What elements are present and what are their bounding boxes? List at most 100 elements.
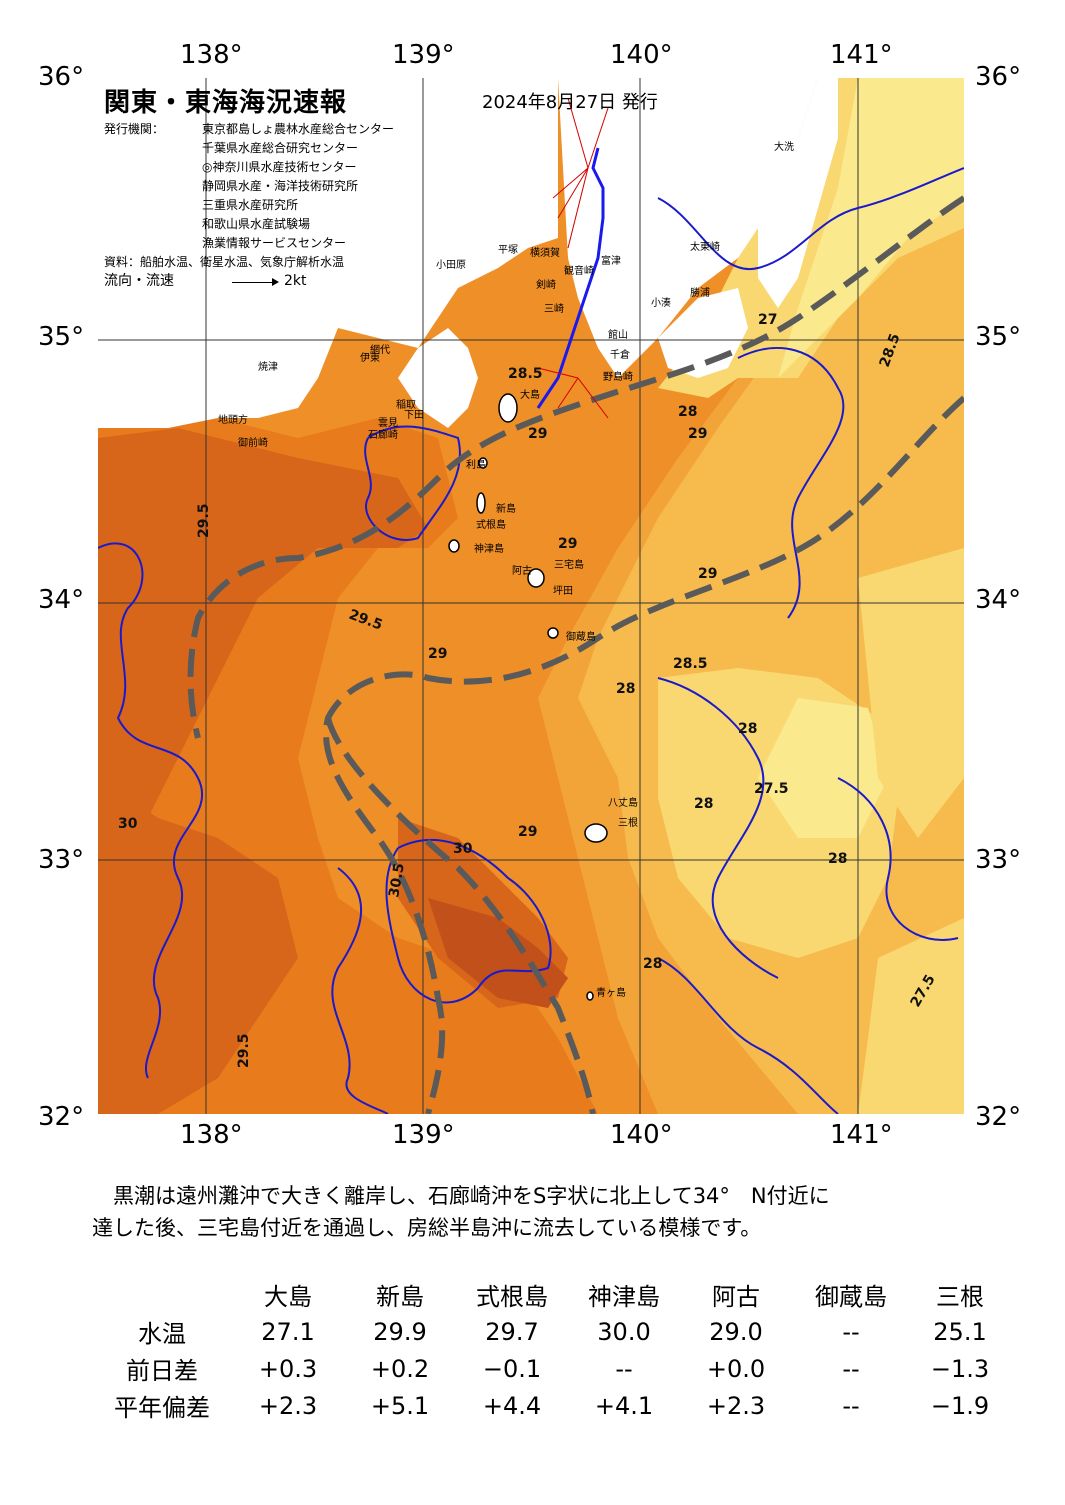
graticule [98,78,964,1114]
table-corner [92,1276,232,1313]
iso-label-29-e: 29 [698,566,717,582]
place-ito: 伊東 [360,351,380,364]
table-cell: +0.2 [370,1354,430,1383]
place-miyakejima: 三宅島 [554,558,584,571]
lon-label-141-bottom: 141° [830,1120,893,1150]
place-tsubota: 坪田 [553,584,573,597]
summary-text: 黒潮は遠州灘沖で大きく離岸し、石廊崎沖をS字状に北上して34° N付近に 達した… [92,1180,992,1244]
place-ako: 阿古 [512,564,532,577]
station-header: 御蔵島 [815,1283,887,1311]
place-aogashima: 青ヶ島 [596,986,626,999]
island-toshima [478,457,488,469]
sst-band-27-5-east [858,548,964,838]
place-irozaki: 石廊崎 [368,428,398,441]
island-miyakejima [527,568,545,588]
table-cell: −1.3 [930,1354,990,1383]
iso-label-28-5-a: 28.5 [508,366,543,382]
publisher-0: 東京都島しょ農林水産総合センター [202,122,395,136]
land-izu-peninsula [398,328,478,428]
place-nojimazaki: 野島崎 [603,370,633,383]
kuroshio-axis [187,195,964,1114]
place-misaki: 三崎 [544,302,564,315]
lon-label-138-top: 138° [180,40,243,70]
table-cell: -- [615,1354,633,1383]
sst-band-27-center [758,698,888,838]
map-title: 関東・東海海況速報 [104,88,348,118]
place-katsuura: 勝浦 [690,286,710,299]
lat-label-35-left: 35° [38,322,85,352]
data-source: 資料：船舶水温、衛星水温、気象庁解析水温 [104,255,345,269]
flow-arrowhead-icon [272,278,279,286]
table-cell: 27.1 [261,1317,315,1346]
place-futtsu: 富津 [601,254,621,267]
flow-arrow-icon [232,282,276,283]
iso-label-29-c: 29 [428,646,447,662]
lat-label-33-right: 33° [975,845,1022,875]
table-row-normal-anomaly: 平年偏差 +2.3 +5.1 +4.4 +4.1 +2.3 -- −1.9 [92,1387,1010,1424]
iso-label-30-a: 30 [453,841,473,857]
iso-label-28-e: 28 [643,956,662,972]
table-cell: 25.1 [933,1317,987,1346]
iso-label-30-5-a: 30.5 [386,862,408,899]
table-cell: +2.3 [706,1391,766,1420]
table-cell: -- [842,1391,860,1420]
iso-label-29-f: 29 [518,824,537,840]
station-header: 新島 [376,1283,424,1311]
place-kumomi: 雲見 [378,417,398,429]
place-yaizu: 焼津 [258,361,278,373]
place-taitozaki: 太東崎 [690,240,720,253]
flow-legend-label: 流向・流速 [104,273,174,289]
table-row-day-diff: 前日差 +0.3 +0.2 −0.1 -- +0.0 -- −1.3 [92,1350,1010,1387]
island-oshima [498,393,518,423]
island-hachijojima [584,823,608,843]
publisher-3: 静岡県水産・海洋技術研究所 [202,179,359,193]
table-cell: +4.4 [482,1391,542,1420]
lat-label-34-left: 34° [38,585,85,615]
publisher-2: ◎神奈川県水産技術センター [202,160,357,174]
table-cell: 29.7 [485,1317,539,1346]
iso-label-30-b: 30 [118,816,138,832]
table-cell: 29.9 [373,1317,427,1346]
table-cell: +4.1 [594,1391,654,1420]
issue-date: 2024年8月27日 発行 [482,92,658,113]
place-hachijojima: 八丈島 [608,796,638,809]
table-cell: −1.9 [930,1391,990,1420]
station-header: 神津島 [588,1283,660,1311]
place-kominato: 小湊 [651,296,671,309]
lat-label-32-left: 32° [38,1102,85,1132]
iso-label-28-f: 28 [828,851,847,867]
place-odawara: 小田原 [436,259,466,271]
lon-label-140-bottom: 140° [610,1120,673,1150]
iso-label-29-a: 29 [528,426,547,442]
ship-track [536,147,605,409]
table-cell: +0.0 [706,1354,766,1383]
sea-temperature-map: 28.5 29 28 29 27 28.5 29.5 29.5 29 29 29… [98,78,964,1114]
summary-line-2: 達した後、三宅島付近を通過し、房総半島沖に流去している模様です。 [92,1216,762,1240]
station-table: 大島 新島 式根島 神津島 阿古 御蔵島 三根 水温 27.1 29.9 29.… [92,1276,1010,1424]
place-tsurugizaki: 剣崎 [536,278,556,291]
place-tateyama: 館山 [608,328,628,341]
isotherm-label-group: 28.5 29 28 29 27 28.5 29.5 29.5 29 29 29… [118,312,939,1068]
summary-line-1: 黒潮は遠州灘沖で大きく離岸し、石廊崎沖をS字状に北上して34° N付近に [92,1184,830,1208]
table-cell: −0.1 [482,1354,542,1383]
table-cell: -- [842,1354,860,1383]
lat-label-36-right: 36° [975,62,1022,92]
place-mikurajima: 御蔵島 [566,630,596,643]
lat-label-34-right: 34° [975,585,1022,615]
table-cell: 30.0 [597,1317,651,1346]
lat-label-32-right: 32° [975,1102,1022,1132]
lon-label-139-bottom: 139° [392,1120,455,1150]
table-row-water-temp: 水温 27.1 29.9 29.7 30.0 29.0 -- 25.1 [92,1313,1010,1350]
current-arrows [537,97,609,419]
place-hiratsuka: 平塚 [498,244,518,256]
iso-label-28-b: 28 [616,681,635,697]
island-mikurajima [547,627,559,639]
publisher-label: 発行機関： [104,122,165,136]
lat-label-36-left: 36° [38,62,85,92]
sst-band-30-5 [428,898,568,1008]
iso-label-27-5-a: 27.5 [754,781,789,797]
iso-label-29-d: 29 [558,536,577,552]
row-label: 前日差 [126,1357,198,1385]
station-header: 大島 [264,1283,312,1311]
flow-scale: 2kt [284,273,307,289]
